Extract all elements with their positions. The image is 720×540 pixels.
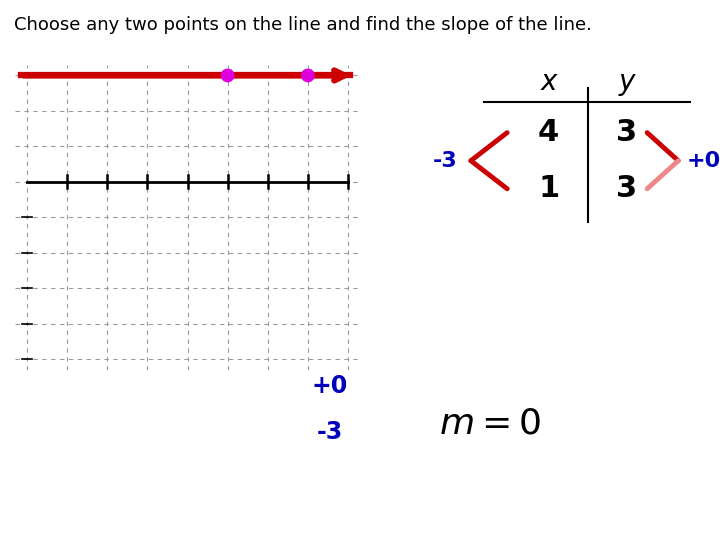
Text: +0: +0 xyxy=(312,374,348,398)
Text: -3: -3 xyxy=(433,151,457,171)
Text: -3: -3 xyxy=(317,420,343,444)
Text: 1: 1 xyxy=(538,174,559,203)
Text: 3: 3 xyxy=(616,118,637,147)
Text: x: x xyxy=(541,68,557,96)
Text: 4: 4 xyxy=(538,118,559,147)
Text: +0: +0 xyxy=(687,151,720,171)
Point xyxy=(302,71,314,80)
Point xyxy=(222,71,233,80)
Text: Choose any two points on the line and find the slope of the line.: Choose any two points on the line and fi… xyxy=(14,16,593,34)
Text: 3: 3 xyxy=(616,174,637,203)
Text: $m=0$: $m=0$ xyxy=(438,407,541,441)
Text: y: y xyxy=(618,68,634,96)
